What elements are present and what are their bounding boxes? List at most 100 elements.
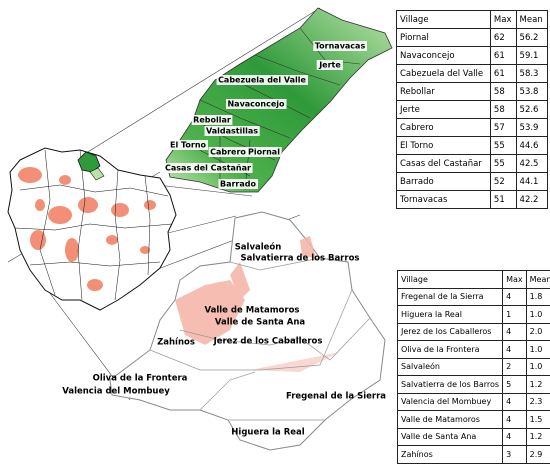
cell: Cabezuela del Valle — [397, 65, 491, 83]
header-cell: Mean — [516, 11, 547, 29]
cell: Casas del Castañar — [397, 155, 491, 173]
cell: 51 — [490, 191, 516, 209]
cell: El Torno — [397, 137, 491, 155]
header-cell: Mean — [526, 271, 550, 289]
cell: Tornavacas — [397, 191, 491, 209]
cell: 61 — [490, 47, 516, 65]
cell: Fregenal de la Sierra — [398, 288, 503, 306]
place-label: Cabrero — [210, 148, 246, 157]
cell: 1.5 — [526, 411, 550, 429]
cell: Jerte — [397, 101, 491, 119]
cell: Piornal — [397, 29, 491, 47]
place-label: Navaconcejo — [227, 100, 285, 109]
place-label: Rebollar — [193, 116, 231, 125]
header-cell: Max — [503, 271, 527, 289]
place-label: Fregenal de la Sierra — [286, 392, 386, 402]
place-label: Zahínos — [157, 338, 195, 348]
cell: 58 — [490, 83, 516, 101]
place-label: Casas del Castañar — [165, 164, 251, 173]
cell: 59.1 — [516, 47, 547, 65]
cell: 4 — [503, 341, 527, 359]
cell: 2 — [503, 358, 527, 376]
cell: 5 — [503, 376, 527, 394]
header-cell: Village — [398, 271, 503, 289]
place-label: Salvatierra de los Barros — [241, 254, 360, 264]
cell: 4 — [503, 288, 527, 306]
cell: Rebollar — [397, 83, 491, 101]
place-label: Valdastillas — [206, 127, 258, 136]
cell: 2.3 — [526, 393, 550, 411]
cell: 57 — [490, 119, 516, 137]
place-label: Salvaleón — [235, 242, 282, 253]
cell: 2.0 — [526, 323, 550, 341]
cell: 42.5 — [516, 155, 547, 173]
place-label: Valle de Santa Ana — [215, 318, 306, 328]
place-label: Valencia del Mombuey — [62, 387, 170, 397]
place-label: Oliva de la Frontera — [93, 374, 188, 384]
cell: Salvatierra de los Barros — [398, 376, 503, 394]
place-label: El Torno — [170, 141, 207, 150]
cell: 61 — [490, 65, 516, 83]
cell: 52.6 — [516, 101, 547, 119]
cell: Higuera la Real — [398, 306, 503, 324]
cell: 44.6 — [516, 137, 547, 155]
cell: 52 — [490, 173, 516, 191]
region-map — [8, 148, 176, 310]
cell: Cabrero — [397, 119, 491, 137]
header-cell: Max — [490, 11, 516, 29]
place-label: Higuera la Real — [231, 428, 304, 438]
cell: 62 — [490, 29, 516, 47]
cell: 4 — [503, 323, 527, 341]
cell: 1.8 — [526, 288, 550, 306]
cell: Navaconcejo — [397, 47, 491, 65]
cell: 1.2 — [526, 428, 550, 446]
cell: 55 — [490, 155, 516, 173]
cell: Valle de Santa Ana — [398, 428, 503, 446]
place-label: Jerte — [318, 61, 341, 70]
cell: 53.9 — [516, 119, 547, 137]
cell: Salvaleón — [398, 358, 503, 376]
cell: 56.2 — [516, 29, 547, 47]
cell: 44.1 — [516, 173, 547, 191]
cell: 4 — [503, 393, 527, 411]
cell: 4 — [503, 411, 527, 429]
cell: 3 — [503, 446, 527, 464]
place-label: Jerez de los Caballeros — [213, 337, 323, 347]
cell: Valle de Matamoros — [398, 411, 503, 429]
cell: 1.0 — [526, 306, 550, 324]
cell: Valencia del Mombuey — [398, 393, 503, 411]
place-label: Valle de Matamoros — [205, 306, 300, 316]
cell: 1 — [503, 306, 527, 324]
cell: Jerez de los Caballeros — [398, 323, 503, 341]
cell: 2.9 — [526, 446, 550, 464]
cell: 58.3 — [516, 65, 547, 83]
place-label: Tornavacas — [315, 42, 366, 51]
cell: Barrado — [397, 173, 491, 191]
cell: Zahínos — [398, 446, 503, 464]
cell: 55 — [490, 137, 516, 155]
cell: Oliva de la Frontera — [398, 341, 503, 359]
cell: 58 — [490, 101, 516, 119]
